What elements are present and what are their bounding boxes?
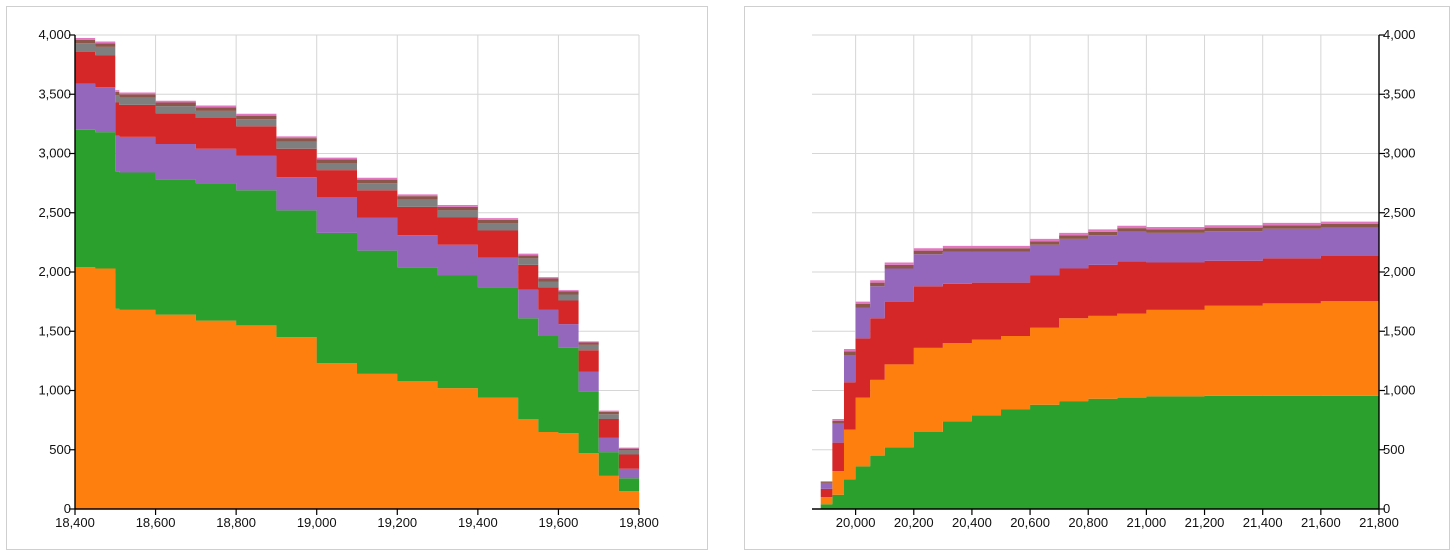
x-tick-label: 20,400 [952,515,992,530]
left-chart-panel: 18,400 18,600 18,800 19,000 19,200 19,400 19,6… [6,6,708,550]
right-chart-panel: 20,000 20,200 20,400 20,600 20,800 21,000 21,2… [744,6,1450,550]
left-stacked-area-chart: 18,400 18,600 18,800 19,000 19,200 19,400 19,6… [38,27,659,530]
x-tick-label: 20,200 [894,515,934,530]
y-tick-label: 4,000 [38,27,71,42]
y-tick-label: 4,000 [1383,27,1416,42]
y-tick-label: 1,000 [1383,383,1416,398]
x-tick-label: 21,000 [1127,515,1167,530]
x-tick-label: 19,800 [619,515,659,530]
x-tick-label: 21,800 [1359,515,1399,530]
x-tick-label: 21,200 [1185,515,1225,530]
y-tick-label: 3,500 [38,86,71,101]
series-2-area [75,129,639,507]
x-tick-label: 19,000 [297,515,337,530]
series-4-area [812,224,1379,509]
series-1-area [812,395,1379,509]
x-tick-label: 18,800 [216,515,256,530]
y-tick-label: 3,500 [1383,86,1416,101]
x-tick-label: 19,600 [539,515,579,530]
right-stacked-area-chart: 20,000 20,200 20,400 20,600 20,800 21,000 21,2… [812,27,1416,530]
y-tick-label: 2,000 [38,264,71,279]
y-tick-label: 3,000 [38,146,71,161]
x-tick-label: 19,200 [377,515,417,530]
series-4-area [75,51,639,504]
y-axis: 0 500 1,000 1,500 2,000 2,500 3,000 3,500 4,000 [38,27,76,516]
y-tick-label: 0 [64,501,71,516]
y-tick-label: 2,500 [1383,205,1416,220]
y-tick-label: 2,500 [38,205,71,220]
x-tick-label: 20,600 [1010,515,1050,530]
series-2-area [812,298,1379,509]
y-tick-label: 1,500 [38,323,71,338]
x-tick-label: 20,800 [1068,515,1108,530]
y-tick-label: 0 [1383,501,1390,516]
x-tick-label: 21,400 [1243,515,1283,530]
x-tick-label: 21,600 [1301,515,1341,530]
y-tick-label: 500 [1383,442,1405,457]
y-tick-label: 500 [49,442,71,457]
y-tick-label: 1,000 [38,383,71,398]
y-tick-label: 2,000 [1383,264,1416,279]
x-tick-label: 18,600 [136,515,176,530]
x-axis: 18,400 18,600 18,800 19,000 19,200 19,400 19,6… [55,508,659,530]
x-tick-label: 18,400 [55,515,95,530]
series-1-area [75,267,639,509]
x-tick-label: 19,400 [458,515,498,530]
y-tick-label: 3,000 [1383,146,1416,161]
series-3-area [75,83,639,505]
x-axis: 20,000 20,200 20,400 20,600 20,800 21,000 21,2… [812,508,1399,530]
y-tick-label: 1,500 [1383,323,1416,338]
x-tick-label: 20,000 [836,515,876,530]
stacked-areas [812,218,1379,510]
y-axis: 0 500 1,000 1,500 2,000 2,500 3,000 3,500 4,000 [1378,27,1416,516]
stacked-areas [75,37,639,509]
series-3-area [812,253,1379,509]
